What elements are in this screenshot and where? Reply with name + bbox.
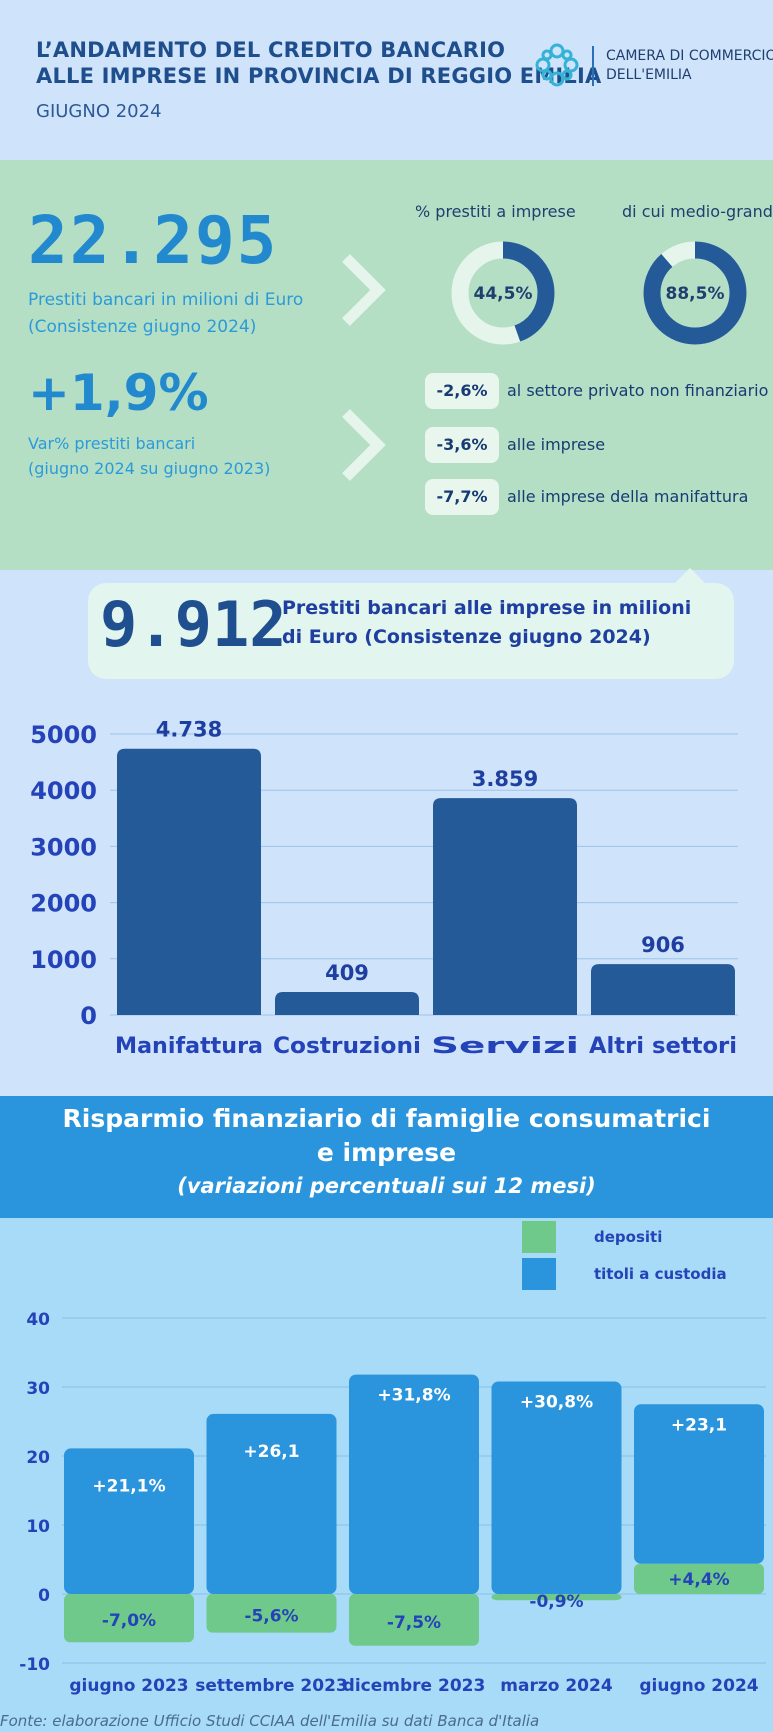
bar (275, 992, 419, 1015)
y-tick-label: 2000 (30, 890, 97, 918)
change-badge-businesses: -3,6% (425, 427, 499, 463)
bar-value-label: 409 (325, 961, 369, 985)
legend-label: depositi (594, 1228, 662, 1246)
savings-chart-title: Risparmio finanziario di famiglie consum… (62, 1104, 711, 1133)
legend-label: titoli a custodia (594, 1265, 727, 1283)
org-name-line1: CAMERA DI COMMERCIO (606, 48, 773, 64)
page-subtitle: GIUGNO 2024 (36, 101, 162, 122)
y-tick-label: 4000 (30, 777, 97, 805)
savings-title-band (0, 1096, 773, 1218)
donut-arc (451, 241, 555, 345)
donut-label-business-loans: % prestiti a imprese (415, 202, 576, 221)
x-category-label: settembre 2023 (195, 1676, 347, 1696)
change-badge-private-sector: -2,6% (425, 373, 499, 409)
bar-titoli (634, 1404, 764, 1564)
depositi-value-label: -7,0% (102, 1611, 156, 1631)
chamber-of-commerce-logo-icon (535, 43, 579, 87)
bar-value-label: 3.859 (472, 767, 538, 791)
bar-depositi (349, 1594, 479, 1646)
total-loans-value: 22.295 (28, 202, 279, 279)
bar-titoli (349, 1374, 479, 1594)
donut-arc (643, 241, 747, 345)
y-tick-label: 40 (26, 1310, 50, 1330)
sector-loans-bar-chart: 0 1000 2000 3000 4000 5000 4.738 Manifattura 409… (30, 718, 738, 1059)
savings-chart-title-line2: e imprese (316, 1138, 457, 1167)
x-category-label: Altri settori (589, 1034, 737, 1059)
loans-change-label-line2: (giugno 2024 su giugno 2023) (28, 459, 271, 478)
business-loans-value: 9.912 (100, 588, 287, 661)
loans-change-label-line1: Var% prestiti bancari (28, 434, 196, 453)
logo-divider (592, 46, 594, 86)
bar-depositi (491, 1594, 622, 1601)
bar-titoli (64, 1448, 194, 1594)
bar-depositi (64, 1594, 194, 1643)
total-loans-label-line1: Prestiti bancari in milioni di Euro (28, 290, 304, 310)
donut-value: 88,5% (666, 284, 725, 304)
y-tick-label: 30 (26, 1379, 50, 1399)
x-category-label: Costruzioni (273, 1034, 421, 1059)
legend-swatch (522, 1221, 556, 1253)
bar (117, 748, 261, 1015)
change-label-manufacturing: alle imprese della manifattura (507, 487, 749, 506)
x-category-label: Servizi (431, 1034, 579, 1059)
total-loans-label-line2: (Consistenze giugno 2024) (28, 317, 257, 337)
chevron-right-icon (342, 254, 386, 326)
savings-bar-chart: -10 0 10 20 30 40 depositi titoli a custodia +21… (19, 1221, 766, 1696)
chevron-right-icon (342, 409, 386, 481)
donut-business-loans: 44,5% (451, 241, 555, 345)
bar-depositi (206, 1594, 337, 1633)
titoli-value-label: +26,1 (243, 1442, 299, 1462)
x-category-label: Manifattura (115, 1034, 263, 1059)
savings-chart-subtitle: (variazioni percentuali sui 12 mesi) (177, 1174, 596, 1198)
y-tick-label: -10 (19, 1655, 50, 1675)
summary-section (0, 160, 773, 570)
y-tick-label: 0 (80, 1002, 97, 1030)
change-label-private-sector: al settore privato non finanziario (507, 381, 769, 400)
org-name-line2: DELL'EMILIA (606, 67, 692, 83)
bar-depositi (634, 1563, 764, 1594)
page-title-line1: L’ANDAMENTO DEL CREDITO BANCARIO (36, 38, 506, 62)
loans-change-value: +1,9% (28, 364, 209, 422)
business-loans-text-line1: Prestiti bancari alle imprese in milioni (282, 597, 692, 619)
titoli-value-label: +23,1 (671, 1415, 727, 1435)
titoli-value-label: +30,8% (520, 1392, 593, 1412)
business-loans-callout (88, 583, 734, 679)
header-section (0, 0, 773, 160)
x-category-label: dicembre 2023 (343, 1676, 486, 1696)
legend-swatch (522, 1258, 556, 1290)
bar (433, 798, 577, 1015)
bar-value-label: 4.738 (156, 718, 222, 742)
depositi-value-label: -7,5% (387, 1613, 441, 1633)
donut-label-medium-large: di cui medio-grandi (622, 202, 773, 221)
x-category-label: marzo 2024 (500, 1676, 613, 1696)
depositi-value-label: -5,6% (244, 1606, 298, 1626)
bar (591, 964, 735, 1015)
business-loans-text-line2: di Euro (Consistenze giugno 2024) (282, 626, 651, 648)
x-category-label: giugno 2024 (639, 1676, 758, 1696)
y-tick-label: 10 (26, 1517, 50, 1537)
change-badge-manufacturing: -7,7% (425, 479, 499, 515)
titoli-value-label: +31,8% (377, 1386, 450, 1406)
donut-value: 44,5% (474, 284, 533, 304)
callout-pointer (672, 568, 708, 586)
bar-titoli (206, 1413, 337, 1594)
x-category-label: giugno 2023 (69, 1676, 188, 1696)
titoli-value-label: +21,1% (92, 1476, 165, 1496)
change-label-businesses: alle imprese (507, 435, 606, 454)
bar-titoli (491, 1381, 622, 1594)
y-tick-label: 0 (38, 1586, 50, 1606)
bar-value-label: 906 (641, 933, 685, 957)
y-tick-label: 1000 (30, 946, 97, 974)
y-tick-label: 20 (26, 1448, 50, 1468)
depositi-value-label: -0,9% (529, 1592, 583, 1612)
y-tick-label: 3000 (30, 833, 97, 861)
depositi-value-label: +4,4% (668, 1570, 729, 1590)
y-tick-label: 5000 (30, 721, 97, 749)
source-note: Fonte: elaborazione Ufficio Studi CCIAA … (0, 1712, 540, 1730)
page-title-line2: ALLE IMPRESE IN PROVINCIA DI REGGIO EMIL… (36, 64, 602, 88)
donut-medium-large: 88,5% (643, 241, 747, 345)
